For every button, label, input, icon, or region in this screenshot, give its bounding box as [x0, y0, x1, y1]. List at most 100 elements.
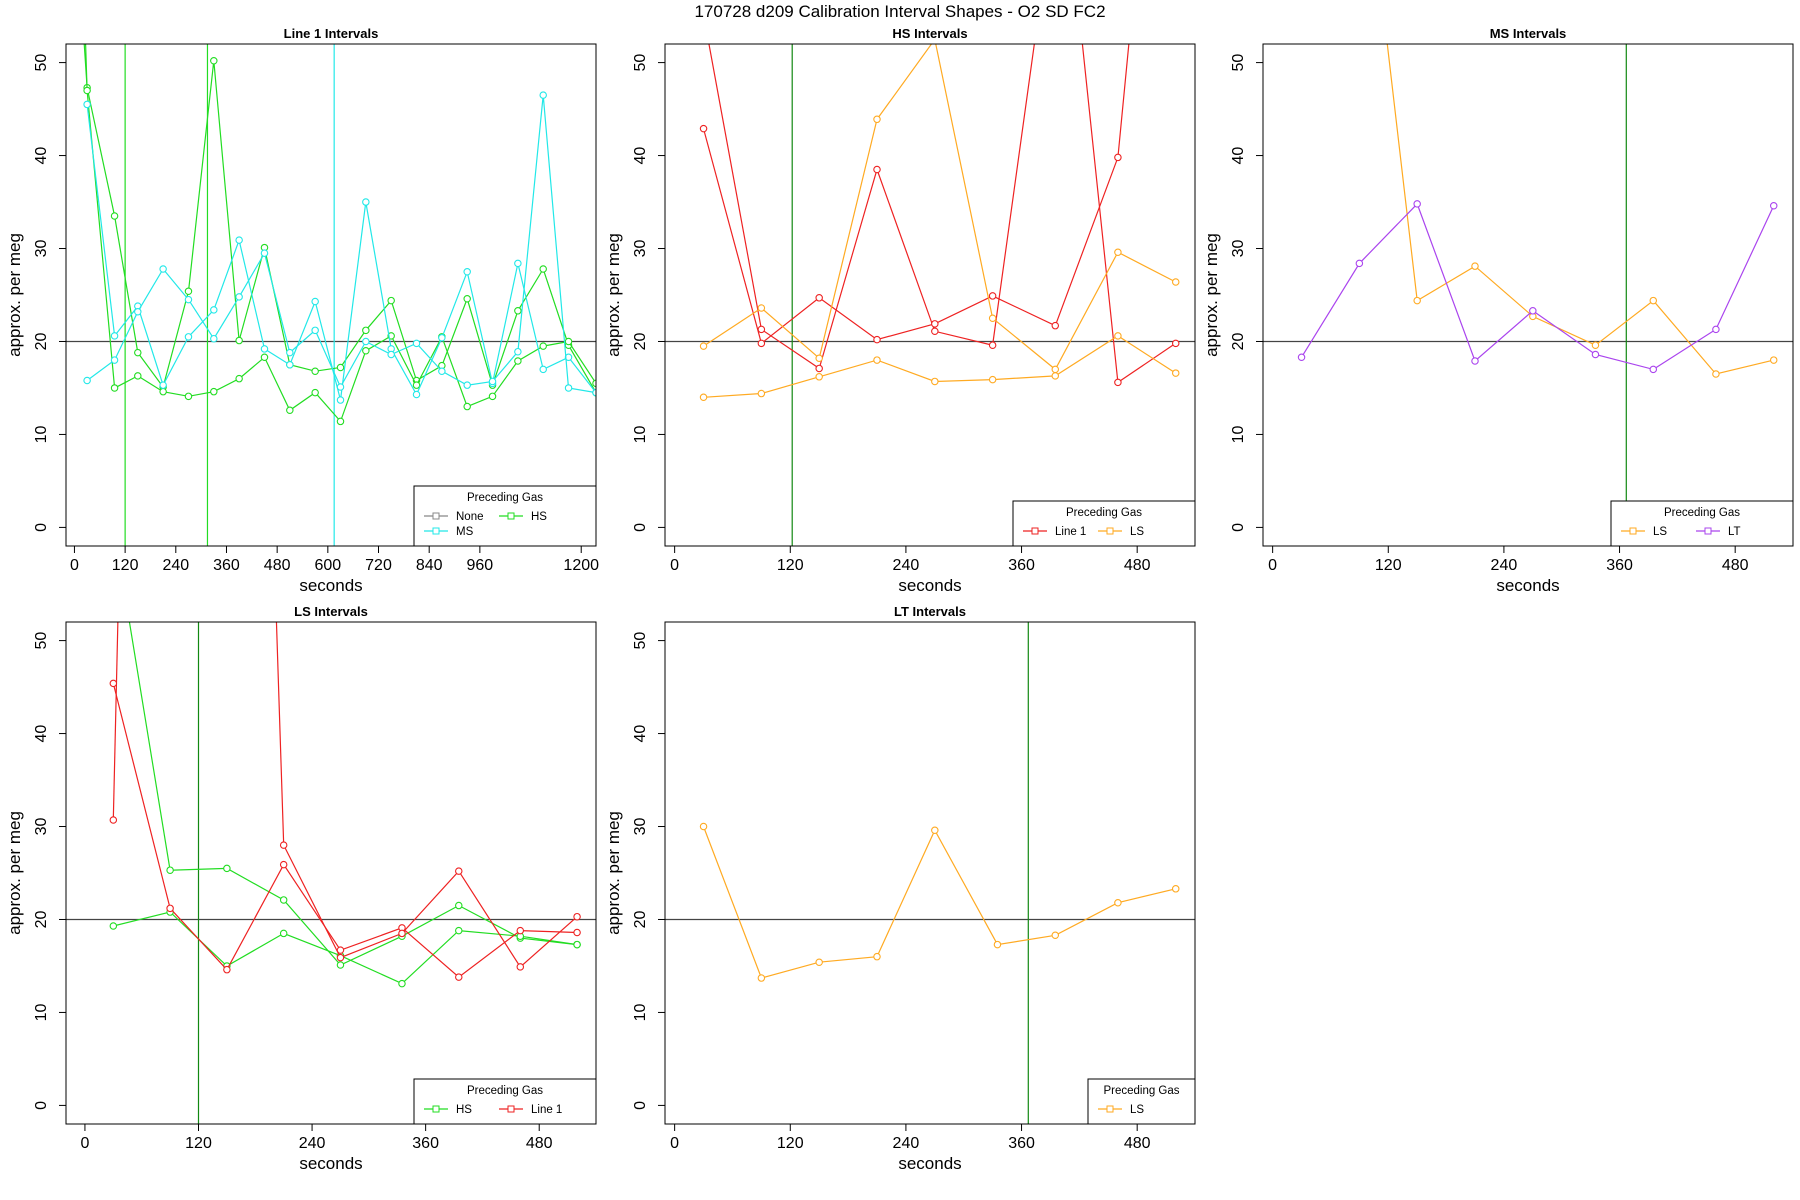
data-point [757, 389, 766, 398]
data-point [815, 364, 823, 373]
x-tick-label: 480 [526, 1135, 553, 1152]
legend-entry: Line 1 [499, 1104, 562, 1116]
y-tick-label: 40 [1230, 147, 1247, 165]
legend-swatch-marker [1106, 1105, 1114, 1113]
data-point [1171, 278, 1180, 286]
y-tick-label: 40 [33, 725, 50, 743]
legend-title: Preceding Gas [467, 1085, 543, 1097]
data-point [873, 356, 881, 364]
data-point [573, 928, 581, 937]
chart-line1: Line 1 Intervals 0 120 240 360 480 600 720 840 96… [5, 26, 599, 595]
data-point [873, 115, 881, 124]
series [699, 332, 1180, 402]
data-point [564, 384, 573, 392]
data-point [1471, 357, 1479, 365]
x-tick-label: 240 [1491, 557, 1518, 574]
chart-hs: HS Intervals 0 120 240 360 480 seconds 0 10 20 30 4… [604, 26, 1196, 595]
y-tick-label: 20 [33, 332, 50, 350]
y-tick-label: 30 [33, 240, 50, 258]
x-tick-label: 360 [412, 1135, 439, 1152]
x-tick-label: 0 [80, 1135, 89, 1152]
plot-frame [65, 621, 597, 1125]
legend-entry: None [424, 511, 484, 523]
y-tick-label: 40 [632, 725, 649, 743]
data-point [336, 383, 345, 391]
x-axis: 0 120 240 360 480 [1268, 545, 1749, 574]
x-tick-label: 0 [670, 1135, 679, 1152]
data-point [159, 381, 167, 389]
series-line [703, 335, 1177, 398]
data-point [110, 332, 119, 340]
data-point [1649, 365, 1658, 374]
x-tick-label: 480 [1722, 557, 1749, 574]
legend-entry: Line 1 [1023, 526, 1086, 538]
chart-title: Line 1 Intervals [284, 26, 379, 41]
data-point [110, 356, 119, 364]
data-point [311, 367, 319, 375]
y-tick-label: 30 [632, 818, 649, 836]
legend-label: MS [456, 526, 474, 538]
data-point [455, 901, 463, 910]
x-axis-label: seconds [299, 576, 362, 595]
data-point [573, 912, 581, 921]
legend-label: LT [1728, 526, 1741, 538]
data-point [463, 294, 471, 303]
data-point [210, 56, 218, 65]
x-axis: 0 120 240 360 480 [670, 545, 1151, 574]
data-point [110, 384, 119, 392]
data-point [1051, 321, 1060, 330]
data-point [514, 259, 522, 268]
y-axis: 0 10 20 30 40 50 [632, 54, 666, 532]
data-point [757, 339, 766, 348]
data-point [311, 297, 319, 306]
y-tick-label: 20 [33, 910, 50, 928]
plot-area [66, 622, 596, 1124]
y-tick-label: 0 [632, 523, 649, 532]
y-tick-label: 20 [632, 910, 649, 928]
y-tick-label: 10 [33, 1003, 50, 1021]
x-tick-label: 240 [893, 1135, 920, 1152]
series-line [83, 44, 596, 393]
data-point [83, 100, 91, 109]
y-tick-label: 0 [33, 1101, 50, 1110]
legend-label: LS [1653, 526, 1667, 538]
legend-title: Preceding Gas [1103, 1085, 1179, 1097]
data-point [109, 679, 118, 688]
x-tick-label: 120 [112, 557, 139, 574]
data-point [931, 377, 939, 386]
y-tick-label: 0 [33, 523, 50, 532]
y-tick-label: 50 [1230, 54, 1247, 72]
data-point [1355, 259, 1364, 268]
x-tick-label: 0 [70, 557, 79, 574]
legend-entry: HS [499, 511, 547, 523]
data-point [1471, 262, 1479, 270]
data-point [260, 249, 269, 257]
y-axis-label: approx. per meg [1202, 233, 1221, 357]
data-point [1591, 341, 1600, 349]
legend-swatch-marker [432, 527, 440, 535]
data-point [514, 357, 522, 365]
legend-label: None [456, 511, 484, 523]
data-point [1769, 202, 1778, 210]
y-tick-label: 20 [1230, 332, 1247, 350]
data-point [398, 979, 406, 988]
data-point [223, 965, 231, 974]
y-axis-label: approx. per meg [5, 811, 24, 935]
data-point [463, 402, 471, 411]
legend-title: Preceding Gas [1066, 507, 1142, 519]
data-point [235, 374, 243, 383]
chart-title: HS Intervals [892, 26, 967, 41]
x-tick-label: 960 [467, 557, 494, 574]
legend-box [1087, 1078, 1196, 1125]
data-point [134, 372, 142, 380]
data-point [235, 336, 243, 345]
data-point [286, 348, 294, 357]
legend-box [413, 1078, 597, 1125]
data-point [873, 165, 881, 174]
data-point [1051, 365, 1060, 374]
legend-swatch-marker [1704, 527, 1712, 535]
x-tick-label: 120 [777, 1135, 804, 1152]
data-point [488, 392, 497, 401]
series [699, 44, 1130, 348]
data-point [336, 396, 345, 404]
